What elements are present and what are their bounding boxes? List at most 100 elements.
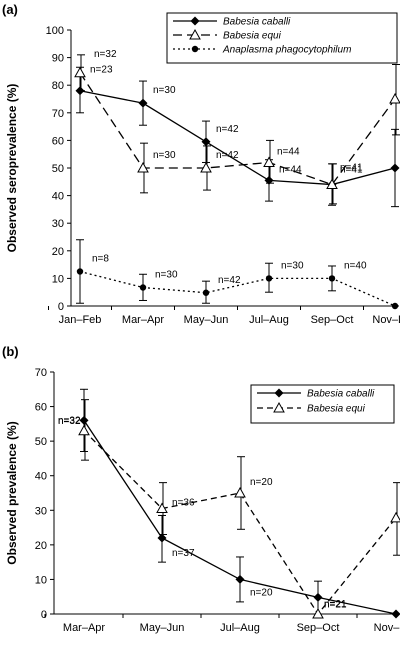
x-tick-label: Nov–Dec xyxy=(372,314,400,326)
y-tick-label: 40 xyxy=(35,471,47,483)
y-tick-label: 100 xyxy=(46,25,64,37)
sample-size-label: n=40 xyxy=(344,260,367,271)
data-point xyxy=(157,533,167,543)
legend-label: Babesia equi xyxy=(307,404,366,415)
legend-box xyxy=(250,384,395,424)
sample-size-label: n=41 xyxy=(340,165,363,176)
data-point xyxy=(235,574,245,584)
series-3: n=8n=30n=42n=30n=40n=4 xyxy=(76,239,399,310)
sample-size-label: n=37 xyxy=(172,548,195,559)
y-tick-label: 30 xyxy=(35,505,47,517)
series-line xyxy=(79,270,396,307)
y-tick-label: 0 xyxy=(58,301,64,313)
y-tick-label: 60 xyxy=(52,135,64,147)
data-point xyxy=(263,156,275,167)
x-tick-label: Jul–Aug xyxy=(249,314,289,326)
sample-size-label: n=32 xyxy=(58,416,81,427)
sample-size-label: n=32 xyxy=(58,415,81,426)
data-point xyxy=(79,415,89,425)
series-1: n=32n=37n=20n=21n=10 xyxy=(58,388,400,619)
y-tick-label: 20 xyxy=(35,540,47,552)
sample-size-label: n=30 xyxy=(153,150,176,161)
data-point xyxy=(264,175,274,185)
sample-size-label: n=21 xyxy=(324,599,347,610)
series-line xyxy=(79,90,396,186)
x-tick-label: Jan–Feb xyxy=(59,314,102,326)
legend-marker xyxy=(273,401,285,413)
data-point xyxy=(391,609,400,619)
panel-label: (b) xyxy=(2,344,19,359)
sample-size-label: n=41 xyxy=(340,163,363,174)
legend: Babesia caballi Babesia equi Anaplasma pha… xyxy=(166,12,398,64)
sample-size-label: n=23 xyxy=(90,65,113,76)
data-point xyxy=(234,486,246,498)
y-tick-label: 20 xyxy=(52,246,64,258)
y-tick-label: 80 xyxy=(52,80,64,92)
panel-label: (a) xyxy=(2,2,18,17)
x-tick-label: Sep–Oct xyxy=(297,622,340,634)
x-tick-label: Mar–Apr xyxy=(63,622,106,634)
legend-marker xyxy=(274,388,284,398)
sample-size-label: n=20 xyxy=(250,587,273,598)
data-point xyxy=(326,178,338,190)
sample-size-label: n=44 xyxy=(277,146,300,157)
series-1: n=23n=30n=42n=44n=41n=12 xyxy=(75,65,400,208)
data-point xyxy=(390,163,400,173)
x-tick-label: May–Jun xyxy=(140,622,185,634)
legend: Babesia caballi Babesia equi xyxy=(250,384,395,424)
data-point xyxy=(328,275,336,282)
series-line xyxy=(83,430,397,616)
y-tick-label: 50 xyxy=(52,163,64,175)
y-tick-label: 70 xyxy=(35,367,47,379)
sample-size-label: n=42 xyxy=(216,124,239,135)
data-point xyxy=(74,66,86,78)
legend-marker xyxy=(191,45,199,53)
data-point xyxy=(78,424,90,436)
sample-size-label: n=21 xyxy=(324,599,347,610)
data-point xyxy=(391,302,399,310)
y-axis-label: Observed prevalence (%) xyxy=(5,421,19,564)
data-point xyxy=(265,275,273,282)
sample-size-label: n=8 xyxy=(92,254,109,265)
y-tick-label: 50 xyxy=(35,436,47,448)
legend-label: Babesia caballi xyxy=(223,17,291,28)
legend-label: Anaplasma phagocytophilum xyxy=(222,45,351,56)
sample-size-label: n=30 xyxy=(153,85,176,96)
series-2: n=32n=36n=20n=21n=18 xyxy=(58,399,400,619)
y-tick-label: 90 xyxy=(52,53,64,65)
legend-label: Babesia equi xyxy=(223,31,282,42)
sample-size-label: n=42 xyxy=(218,275,241,286)
data-point xyxy=(156,502,168,514)
y-axis-label: Observed seroprevalence (%) xyxy=(5,84,19,253)
x-tick-label: Sep–Oct xyxy=(311,314,354,326)
x-tick-label: Mar–Apr xyxy=(122,314,165,326)
x-tick-label: Nov–Feb xyxy=(374,622,400,634)
legend-marker xyxy=(189,28,201,40)
legend-label: Babesia caballi xyxy=(307,389,375,400)
sample-size-label: n=30 xyxy=(155,270,178,281)
y-tick-label: 60 xyxy=(35,402,47,414)
chart-panel-1: (a) Observed seroprevalence (%) 0 10 20 30 40 5… xyxy=(2,2,400,326)
series-2: n=32n=30n=42n=44n=41n=12 xyxy=(74,49,400,205)
y-tick-label: 0 xyxy=(41,609,47,621)
data-point xyxy=(139,284,147,291)
data-point xyxy=(138,98,148,108)
legend-marker xyxy=(190,16,200,26)
data-point xyxy=(390,511,400,523)
data-point xyxy=(137,161,149,173)
data-point xyxy=(313,592,323,602)
y-tick-label: 30 xyxy=(52,218,64,230)
data-point xyxy=(200,161,212,173)
y-tick-label: 10 xyxy=(52,273,64,285)
sample-size-label: n=32 xyxy=(94,49,117,60)
data-point xyxy=(201,137,211,147)
sample-size-label: n=30 xyxy=(281,260,304,271)
sample-size-label: n=42 xyxy=(216,150,239,161)
x-tick-label: Jul–Aug xyxy=(220,622,260,634)
sample-size-label: n=36 xyxy=(172,498,195,509)
series-line xyxy=(79,72,396,186)
x-tick-label: May–Jun xyxy=(184,314,229,326)
y-tick-label: 10 xyxy=(35,574,47,586)
sample-size-label: n=44 xyxy=(279,164,302,175)
